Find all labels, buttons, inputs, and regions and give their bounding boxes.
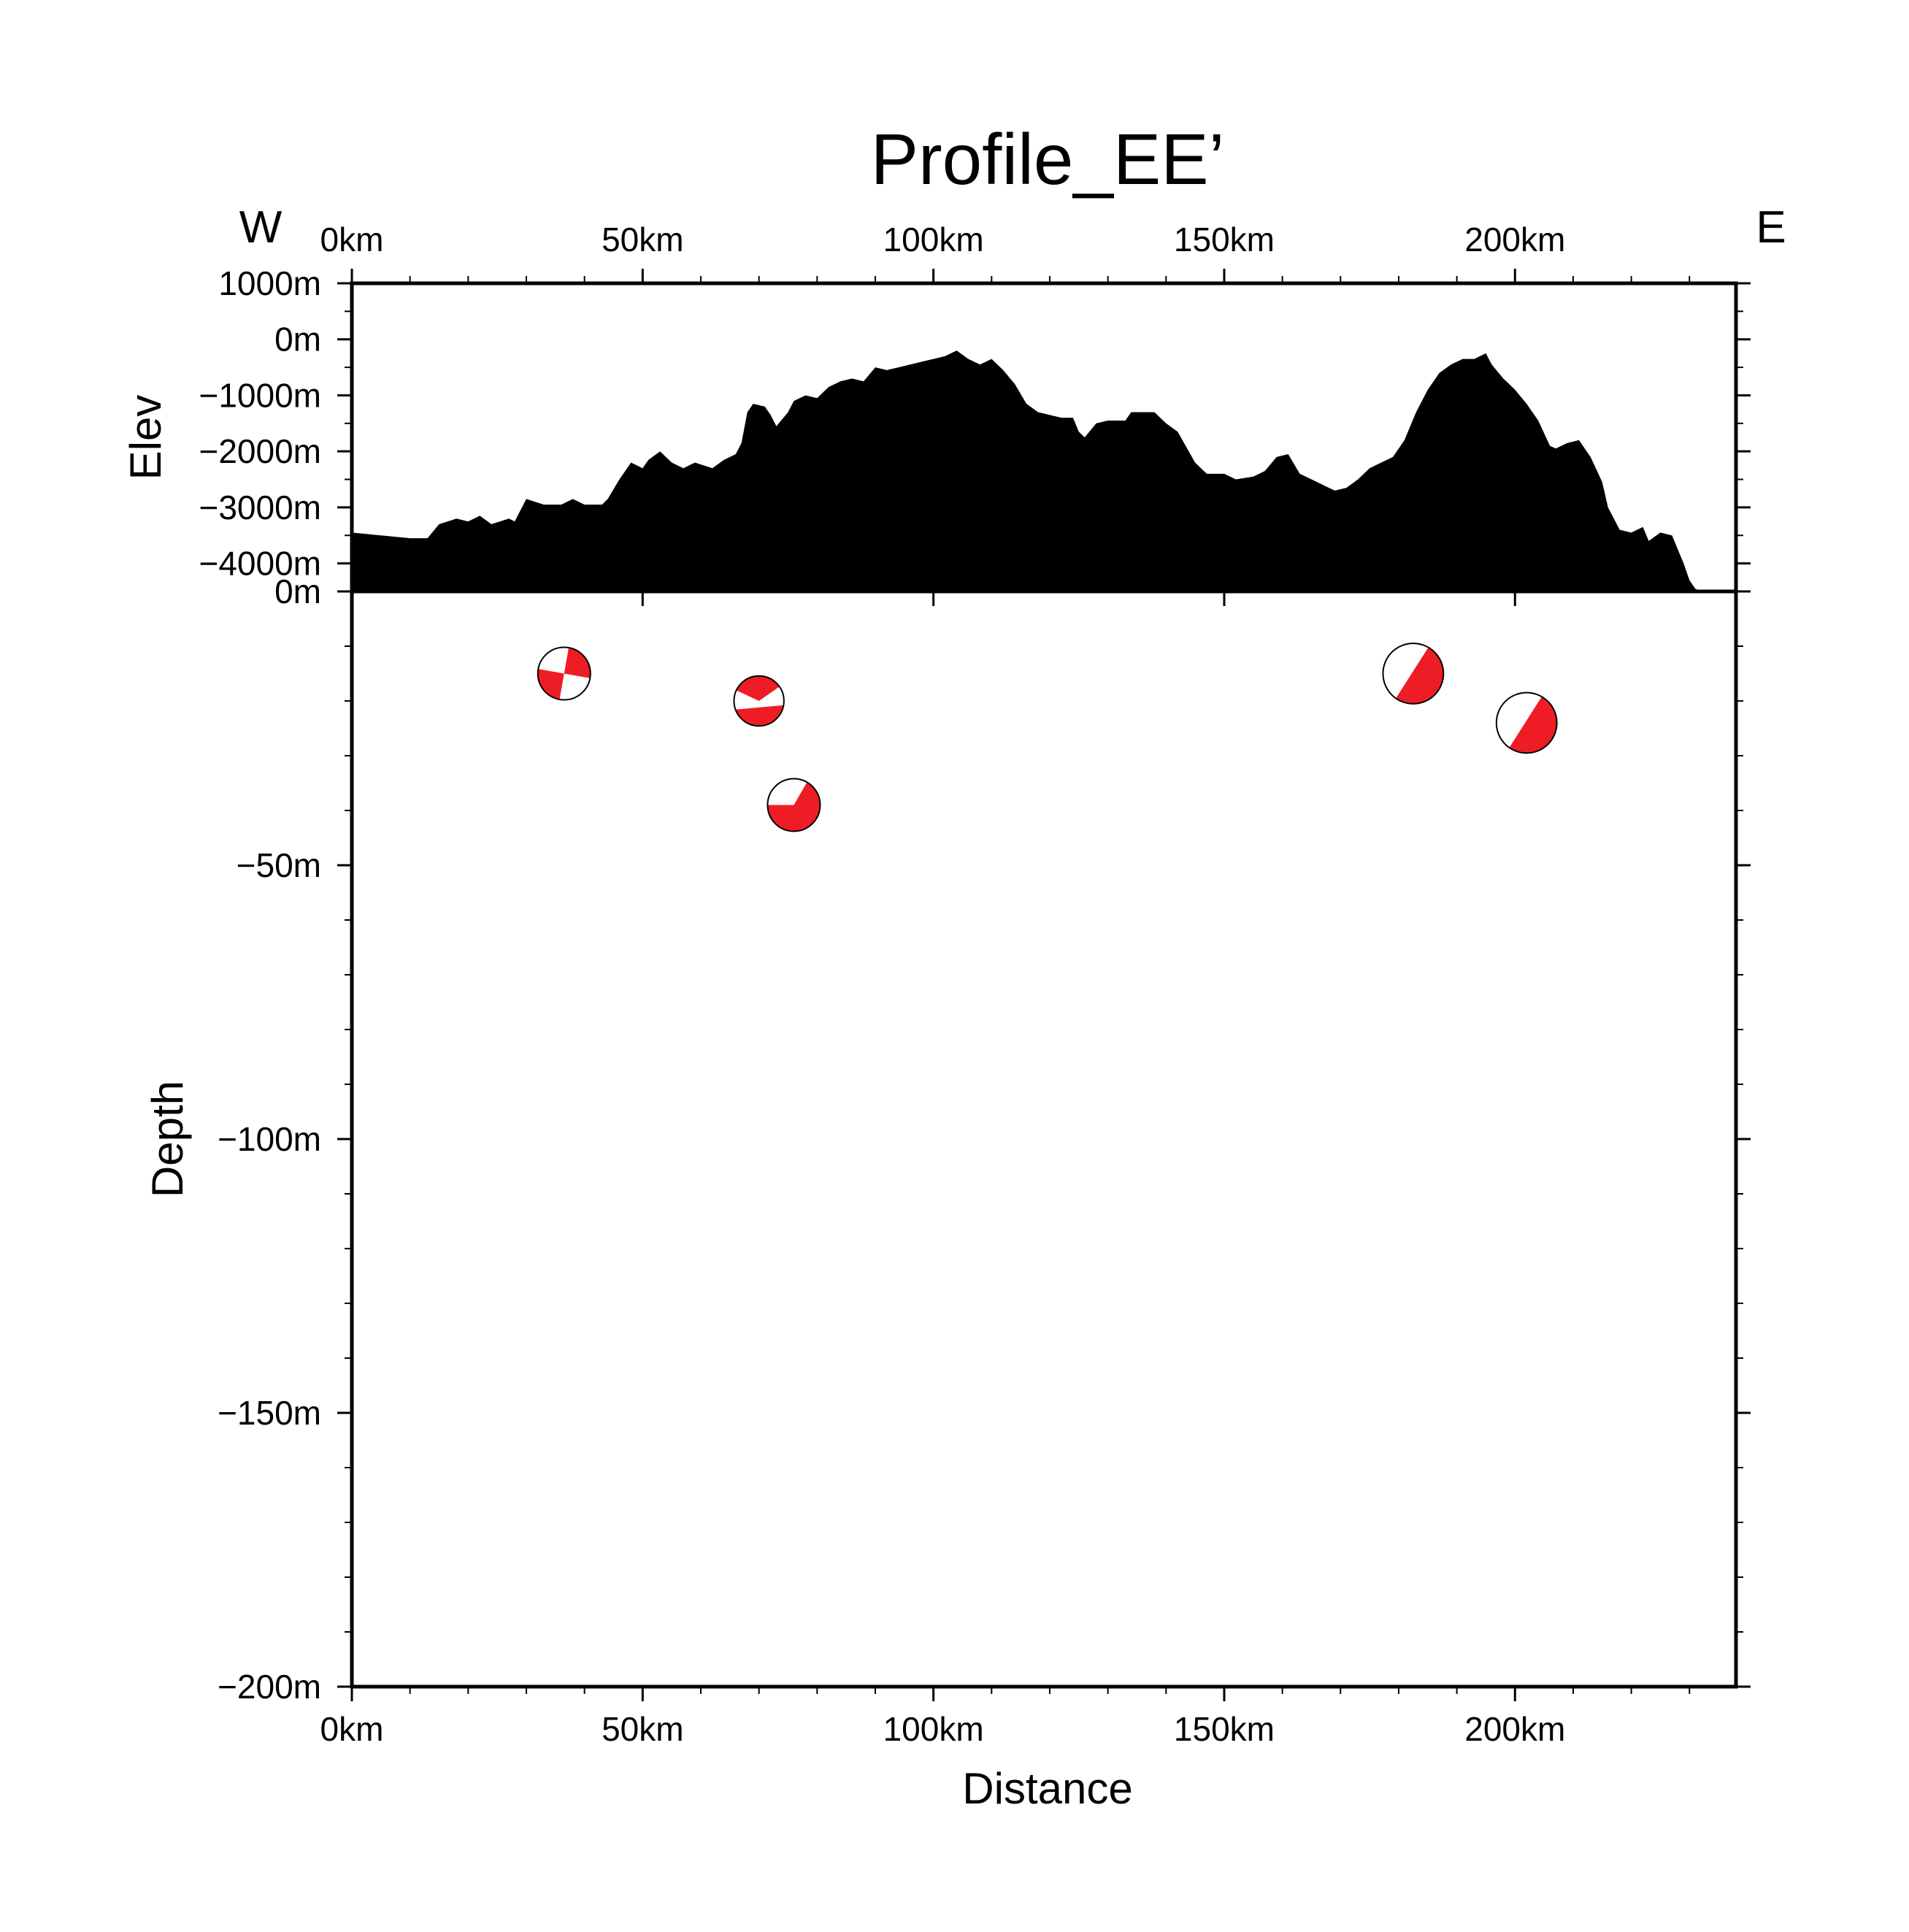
elev-tick-label: −1000m	[199, 376, 321, 414]
depth-tick-label: −50m	[237, 846, 321, 884]
beachball-compressional-quadrant	[564, 648, 591, 678]
depth-y-ticks: 0m −50m −100m −150m −200m	[218, 572, 1751, 1706]
elev-tick-label: −3000m	[199, 488, 321, 526]
focal-mechanisms	[537, 643, 1558, 832]
bottom-x-ticks: 0km 50km 100km 150km 200km	[320, 1687, 1691, 1748]
top-x-tick-label: 200km	[1464, 221, 1565, 258]
elevation-panel: 1000m 0m −1000m −2000m −3000m −4000m 0km 50km 1…	[199, 221, 1751, 606]
beachball-compressional-quadrant	[1509, 697, 1557, 754]
beachball-compressional-quadrant	[1396, 647, 1443, 704]
depth-tick-label: −200m	[218, 1668, 321, 1706]
beachball-outline	[767, 778, 821, 832]
elev-tick-label: −2000m	[199, 432, 321, 470]
bottom-x-tick-label: 0km	[320, 1710, 384, 1748]
top-x-ticks: 0km 50km 100km 150km 200km	[320, 221, 1691, 606]
beachball-compressional-quadrant	[537, 669, 564, 699]
x-axis-label: Distance	[962, 1764, 1132, 1813]
beachball-outline	[537, 646, 591, 701]
beachball-outline	[733, 675, 785, 727]
elevation-profile-fill	[352, 350, 1736, 591]
bottom-x-tick-label: 50km	[602, 1710, 683, 1748]
direction-right-label: E	[1756, 202, 1786, 253]
elev-tick-label: 0m	[274, 321, 321, 359]
beachball-compressional-quadrant	[736, 675, 780, 701]
top-x-tick-label: 50km	[602, 221, 683, 258]
bottom-x-tick-label: 150km	[1174, 1710, 1275, 1748]
depth-axis-label: Depth	[143, 1081, 192, 1197]
bottom-x-tick-label: 200km	[1464, 1710, 1565, 1748]
depth-tick-label: −100m	[218, 1120, 321, 1158]
top-x-tick-label: 150km	[1174, 221, 1275, 258]
beachball-strike-slip	[537, 646, 591, 701]
elevation-axis-label: Elev	[121, 395, 170, 480]
chart-title: Profile_EE’	[871, 119, 1225, 199]
beachball-outline	[1495, 691, 1558, 754]
depth-panel: 0m −50m −100m −150m −200m 0km 50km 100km 150km 2…	[218, 572, 1751, 1748]
beachball-compressional-quadrant	[767, 805, 821, 832]
top-x-tick-label: 100km	[883, 221, 984, 258]
beachball-outline	[1382, 643, 1445, 705]
direction-left-label: W	[239, 202, 283, 253]
bottom-x-tick-label: 100km	[883, 1710, 984, 1748]
depth-panel-frame	[350, 589, 1738, 1689]
depth-tick-label: −150m	[218, 1394, 321, 1432]
beachball-normal	[767, 778, 821, 832]
depth-tick-label: 0m	[274, 572, 321, 610]
top-x-tick-label: 0km	[320, 221, 384, 258]
beachball-oblique	[733, 675, 785, 727]
beachball-dip-slip	[1495, 691, 1558, 754]
beachball-dip-slip	[1382, 643, 1445, 705]
elevation-y-ticks: 1000m 0m −1000m −2000m −3000m −4000m	[199, 264, 1751, 583]
beachball-compressional-quadrant	[735, 705, 784, 727]
elev-tick-label: 1000m	[218, 264, 321, 302]
elev-tick-label: −4000m	[199, 545, 321, 583]
